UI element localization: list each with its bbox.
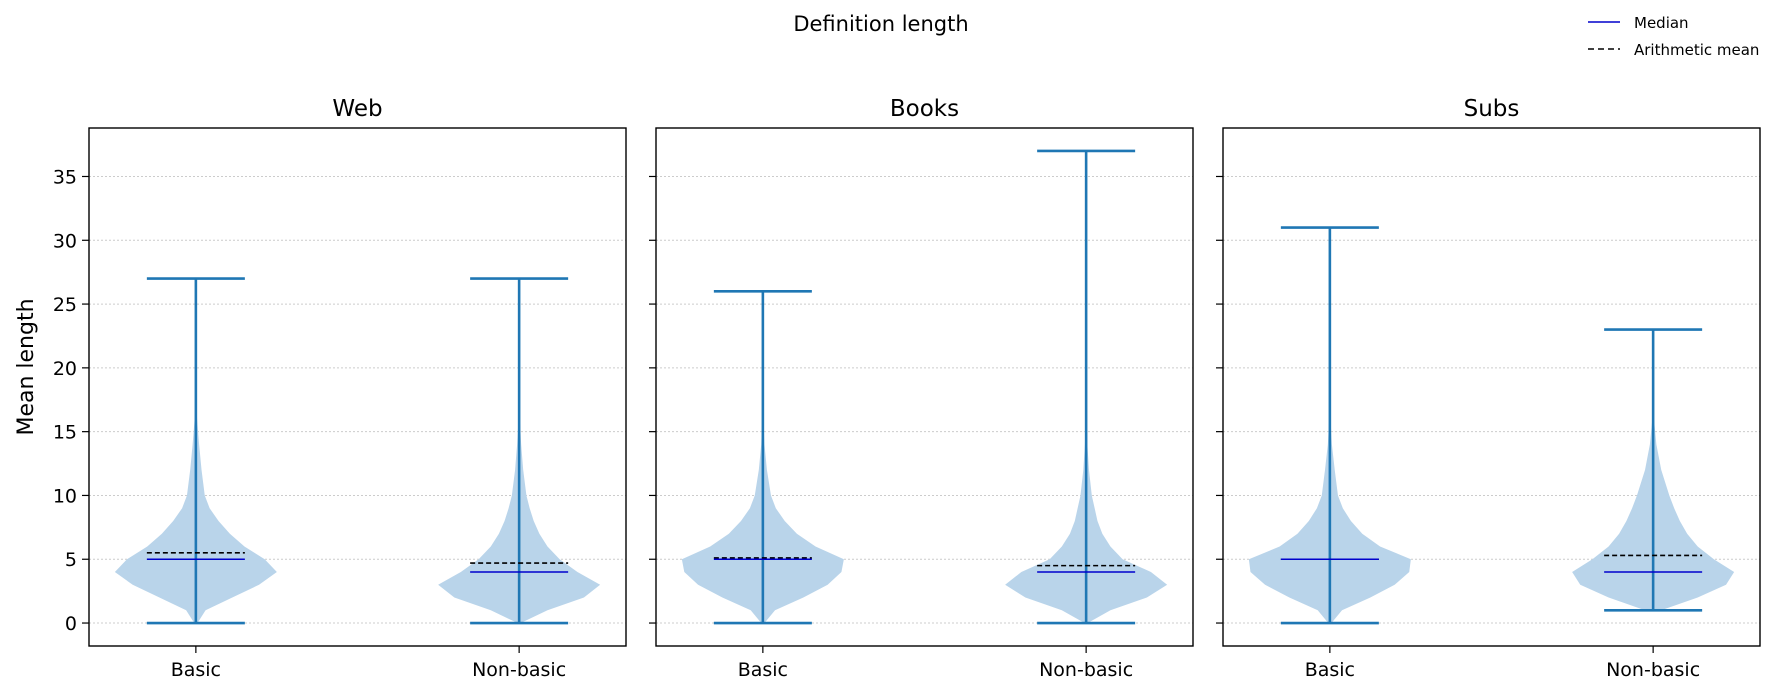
y-tick-label: 5 xyxy=(65,549,77,571)
x-tick-label: Basic xyxy=(171,659,221,681)
panel-subs: Basic Non-basic Subs xyxy=(1216,96,1761,681)
panel-frame xyxy=(1222,127,1761,647)
y-tick-label: 20 xyxy=(53,358,77,380)
panel-frame xyxy=(88,127,627,647)
panel-frame xyxy=(655,127,1194,647)
panel-web: 0 5 10 15 20 25 30 35 Basic Non-basic Web xyxy=(53,96,627,681)
x-tick-label: Non-basic xyxy=(1039,659,1133,681)
panel-title: Subs xyxy=(1464,96,1520,122)
chart-panels: 0 5 10 15 20 25 30 35 Basic Non-basic Web Basic Non-… xyxy=(53,96,1761,681)
y-tick-label: 30 xyxy=(53,230,77,252)
x-tick-label: Non-basic xyxy=(1606,659,1700,681)
panel-title: Web xyxy=(332,96,382,122)
legend: Median Arithmetic mean xyxy=(1588,14,1759,59)
y-axis-label: Mean length xyxy=(14,298,39,435)
x-tick-label: Basic xyxy=(1305,659,1355,681)
panel-books: Basic Non-basic Books xyxy=(649,96,1194,681)
x-tick-label: Basic xyxy=(738,659,788,681)
legend-mean-label: Arithmetic mean xyxy=(1634,41,1759,59)
y-tick-label: 0 xyxy=(65,613,77,635)
y-tick-label: 35 xyxy=(53,166,77,188)
legend-median-label: Median xyxy=(1634,14,1689,32)
y-tick-label: 25 xyxy=(53,294,77,316)
panel-title: Books xyxy=(890,96,959,122)
x-tick-label: Non-basic xyxy=(472,659,566,681)
y-tick-label: 10 xyxy=(53,485,77,507)
y-tick-label: 15 xyxy=(53,422,77,444)
chart-suptitle: Definition length xyxy=(793,12,968,36)
